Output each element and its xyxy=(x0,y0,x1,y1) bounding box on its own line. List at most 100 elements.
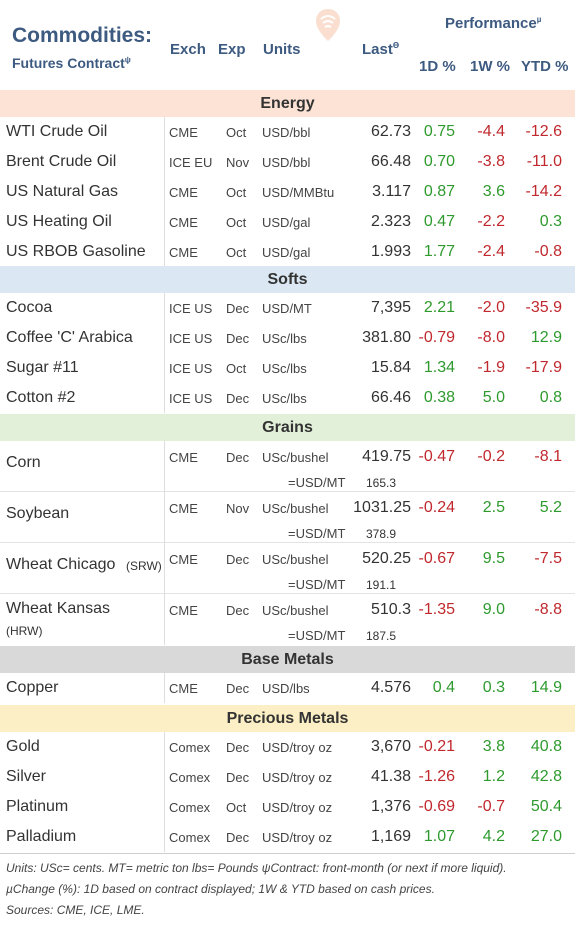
last-price: 2.323 xyxy=(370,213,411,230)
table-row: Brent Crude Oil ICE EU Nov USD/bbl 66.48 0.70… xyxy=(0,147,575,177)
units: USD/MMBtu xyxy=(262,185,335,200)
change-ytd: -35.9 xyxy=(525,299,562,316)
last-price: 4.576 xyxy=(370,679,411,696)
change-1d: 1.77 xyxy=(423,243,455,260)
change-1w: 0.3 xyxy=(482,679,505,696)
commodity-name: US Heating Oil xyxy=(6,213,112,230)
change-ytd: 0.3 xyxy=(539,213,562,230)
exchange: Comex xyxy=(169,770,211,785)
change-ytd: 0.8 xyxy=(539,389,562,406)
col-1d: 1D % xyxy=(419,58,456,75)
last-price-converted: 165.3 xyxy=(365,476,396,490)
units: USc/lbs xyxy=(262,391,307,406)
expiry: Oct xyxy=(226,125,247,140)
table-header: Commodities: Futures Contractψ Exch Exp … xyxy=(0,0,575,90)
table-row: US Heating Oil CME Oct USD/gal 2.323 0.47 -2.2… xyxy=(0,207,575,237)
col-exch: Exch xyxy=(170,41,206,58)
units: USD/troy oz xyxy=(262,770,333,785)
change-1w: 3.6 xyxy=(482,183,505,200)
exchange: ICE US xyxy=(169,391,213,406)
exchange: Comex xyxy=(169,800,211,815)
last-price: 7,395 xyxy=(370,299,411,316)
commodity-name: Cocoa xyxy=(6,299,53,316)
change-1w: 4.2 xyxy=(482,828,505,845)
change-ytd: -11.0 xyxy=(526,153,562,170)
change-1w: -2.0 xyxy=(477,299,505,316)
col-ytd: YTD % xyxy=(521,58,569,75)
change-ytd: 40.8 xyxy=(530,738,562,755)
page-title: Commodities: xyxy=(12,24,153,47)
units: USc/lbs xyxy=(262,361,307,376)
change-1w: -0.7 xyxy=(477,798,505,815)
column-divider xyxy=(164,732,165,852)
section-header-grains: Grains xyxy=(0,414,575,441)
change-1w: -0.2 xyxy=(477,448,505,465)
commodity-name: Coffee 'C' Arabica xyxy=(6,329,133,346)
change-1d: -0.67 xyxy=(418,550,455,567)
section-header-softs: Softs xyxy=(0,266,575,293)
expiry: Oct xyxy=(226,215,247,230)
expiry: Dec xyxy=(226,681,250,696)
change-ytd: -8.1 xyxy=(534,448,562,465)
table-row: Soybean CME Nov USc/bushel 1031.25 =USD/MT 378… xyxy=(0,492,575,543)
exchange: CME xyxy=(169,603,198,618)
commodity-name: Wheat Chicago xyxy=(6,556,116,573)
exchange: ICE US xyxy=(169,331,213,346)
last-price: 41.38 xyxy=(370,768,411,785)
subtitle-footnote-mark: ψ xyxy=(124,55,131,65)
change-1d: 2.21 xyxy=(423,299,455,316)
last-price: 1,376 xyxy=(370,798,411,815)
commodity-name: Platinum xyxy=(6,798,69,815)
units: USc/bushel xyxy=(262,501,329,516)
section-header-base-metals: Base Metals xyxy=(0,646,575,673)
row-divider xyxy=(0,542,575,543)
footnote-sources: Sources: CME, ICE, LME. xyxy=(6,903,145,917)
change-1d: 0.70 xyxy=(423,153,455,170)
table-row: Gold Comex Dec USD/troy oz 3,670 -0.21 3.8 40.8 xyxy=(0,732,575,762)
change-ytd: -14.2 xyxy=(525,183,562,200)
change-1w: -2.2 xyxy=(477,213,505,230)
change-ytd: -8.8 xyxy=(534,601,562,618)
column-divider xyxy=(164,673,165,703)
row-divider xyxy=(0,593,575,594)
commodity-name: Sugar #11 xyxy=(6,359,79,376)
performance-heading: Performanceµ xyxy=(445,15,541,32)
col-last-footnote-mark: ϴ xyxy=(392,41,400,50)
subtitle-text: Futures Contract xyxy=(12,55,125,71)
last-price: 520.25 xyxy=(362,550,411,567)
change-1w: 9.0 xyxy=(482,601,505,618)
table-row: Copper CME Dec USD/lbs 4.576 0.4 0.3 14.9 xyxy=(0,673,575,703)
last-price-converted: 191.1 xyxy=(365,578,396,592)
commodity-name: Silver xyxy=(6,768,47,785)
expiry: Oct xyxy=(226,361,247,376)
table-row: Wheat Kansas (HRW) CME Dec USc/bushel 510.3 =U… xyxy=(0,594,575,645)
units: USD/lbs xyxy=(262,681,310,696)
units: USc/bushel xyxy=(262,603,329,618)
commodity-name: Gold xyxy=(6,738,40,755)
change-1d: 0.75 xyxy=(423,123,455,140)
exchange: CME xyxy=(169,215,198,230)
table-row: US Natural Gas CME Oct USD/MMBtu 3.117 0.87 3.… xyxy=(0,177,575,207)
col-exp: Exp xyxy=(218,41,246,58)
last-price-converted: 378.9 xyxy=(365,527,396,541)
last-price: 510.3 xyxy=(370,601,411,618)
change-ytd: 50.4 xyxy=(530,798,562,815)
change-1w: 1.2 xyxy=(482,768,505,785)
last-price: 3.117 xyxy=(372,183,411,200)
change-ytd: -12.6 xyxy=(525,123,562,140)
performance-footnote-mark: µ xyxy=(536,15,542,24)
units: USc/lbs xyxy=(262,331,307,346)
commodity-name: Cotton #2 xyxy=(6,389,76,406)
units: USD/troy oz xyxy=(262,830,333,845)
units: USc/bushel xyxy=(262,552,329,567)
units-converted: =USD/MT xyxy=(288,475,346,490)
expiry: Dec xyxy=(226,552,250,567)
change-ytd: 14.9 xyxy=(530,679,562,696)
exchange: ICE US xyxy=(169,301,213,316)
change-1d: -0.47 xyxy=(418,448,455,465)
units: USD/MT xyxy=(262,301,312,316)
change-1w: 9.5 xyxy=(482,550,505,567)
expiry: Dec xyxy=(226,391,250,406)
last-price: 1.993 xyxy=(370,243,411,260)
exchange: CME xyxy=(169,552,198,567)
